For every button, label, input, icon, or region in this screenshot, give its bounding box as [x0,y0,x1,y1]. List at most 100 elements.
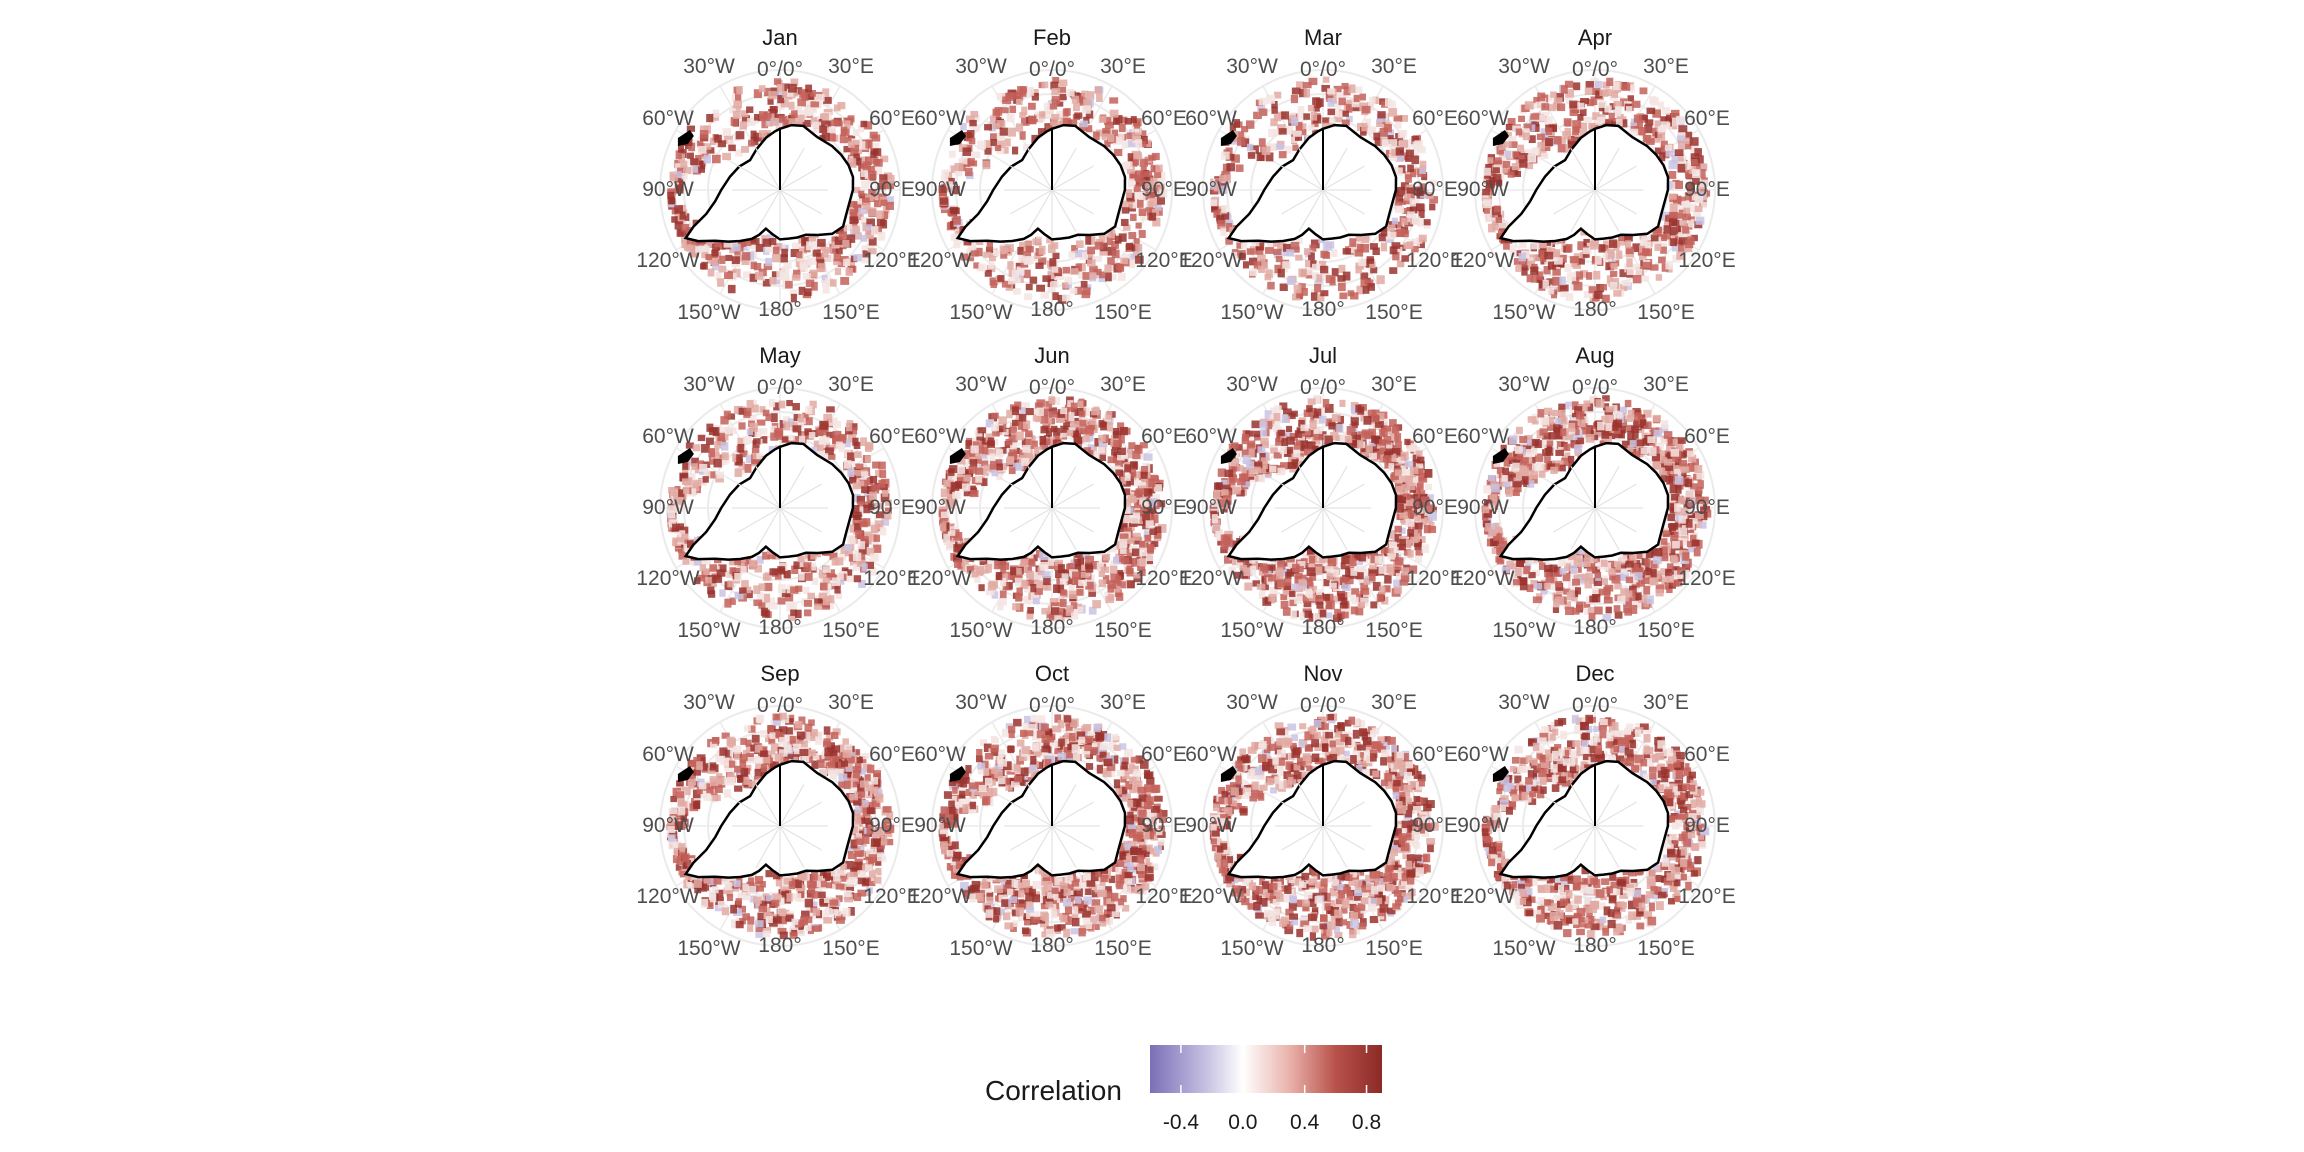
map-panel-jan [659,69,901,311]
longitude-label: 120°W [1179,567,1243,590]
longitude-label: 0°/0° [757,694,803,717]
longitude-label: 180° [1030,298,1074,321]
south-america-tip [1492,766,1509,783]
panel-title: Oct [1034,661,1070,686]
longitude-label: 120°W [1179,885,1243,908]
correlation-field [666,78,895,303]
longitude-label: 120°W [908,885,972,908]
map-panel-apr [1474,69,1716,311]
longitude-label: 60°E [1684,107,1730,130]
longitude-label: 30°W [1226,691,1278,715]
map-panel-nov [1202,705,1444,947]
longitude-label: 150°W [1220,618,1284,642]
longitude-label: 120°E [863,567,921,590]
longitude-label: 0°/0° [1572,694,1618,717]
longitude-label: 30°W [683,373,735,397]
longitude-label: 60°E [869,425,915,448]
legend-tick-label: 0.0 [1228,1111,1258,1134]
longitude-label: 90°W [1457,814,1509,837]
south-america-tip [1492,130,1509,147]
longitude-label: 90°W [1185,814,1237,837]
longitude-label: 60°E [1412,425,1458,448]
correlation-field [1209,394,1437,623]
south-america-tip [677,448,694,465]
longitude-label: 90°W [642,814,694,837]
map-panel-jul [1202,387,1444,629]
longitude-label: 120°W [1451,885,1515,908]
longitude-label: 30°E [1371,55,1417,79]
longitude-label: 150°E [1094,936,1152,960]
longitude-label: 30°W [683,55,735,79]
longitude-label: 60°E [1684,743,1730,766]
longitude-label: 30°W [1498,55,1550,79]
south-america-tip [949,130,966,147]
longitude-label: 120°E [1135,885,1193,908]
longitude-label: 90°E [1684,814,1730,837]
south-america-tip [1220,766,1237,783]
longitude-label: 180° [1573,298,1617,321]
longitude-label: 120°W [908,567,972,590]
map-panel-mar [1202,69,1444,311]
panel-title: Jul [1308,343,1338,368]
longitude-label: 180° [758,934,802,957]
longitude-label: 60°E [1141,107,1187,130]
longitude-label: 120°W [636,567,700,590]
correlation-field [938,76,1168,304]
legend-tick-label: 0.4 [1290,1111,1320,1134]
longitude-label: 60°W [1457,107,1509,130]
legend-colorbar [1150,1045,1382,1093]
longitude-label: 0°/0° [1572,376,1618,399]
longitude-label: 150°E [822,300,880,324]
panel-title: Apr [1577,25,1613,50]
south-america-tip [677,130,694,147]
longitude-label: 0°/0° [1300,58,1346,81]
longitude-label: 90°W [1185,178,1237,201]
panel-title: Sep [760,661,800,686]
longitude-label: 30°W [1226,373,1278,397]
correlation-field [1481,77,1711,303]
longitude-label: 0°/0° [1029,58,1075,81]
longitude-label: 30°W [1498,691,1550,715]
longitude-label: 60°W [914,743,966,766]
longitude-label: 0°/0° [1029,376,1075,399]
longitude-label: 150°W [1220,300,1284,324]
longitude-label: 90°W [1185,496,1237,519]
longitude-label: 90°W [1457,178,1509,201]
longitude-label: 120°E [1135,567,1193,590]
panel-title: Jun [1034,343,1070,368]
correlation-field [938,396,1167,622]
correlation-field [1481,714,1710,938]
longitude-label: 120°E [1678,885,1736,908]
longitude-label: 90°W [642,178,694,201]
longitude-label: 90°E [1412,496,1458,519]
longitude-label: 90°E [869,178,915,201]
longitude-label: 150°E [1637,300,1695,324]
legend-title: Correlation [985,1075,1122,1106]
longitude-label: 150°W [1492,936,1556,960]
longitude-label: 90°E [869,496,915,519]
longitude-label: 30°E [1643,691,1689,715]
longitude-label: 180° [1301,934,1345,957]
longitude-label: 150°E [822,936,880,960]
longitude-label: 180° [1301,298,1345,321]
map-panel-may [659,387,901,629]
south-america-tip [1220,130,1237,147]
longitude-label: 120°E [1406,885,1464,908]
longitude-label: 120°W [636,885,700,908]
longitude-label: 60°E [1141,743,1187,766]
longitude-label: 60°E [1412,743,1458,766]
longitude-label: 60°W [1457,743,1509,766]
map-panel-oct [931,705,1173,947]
longitude-label: 60°W [914,425,966,448]
panel-title: May [759,343,801,368]
longitude-label: 0°/0° [1029,694,1075,717]
longitude-label: 0°/0° [757,376,803,399]
longitude-label: 60°W [1185,107,1237,130]
longitude-label: 120°E [1135,249,1193,272]
longitude-label: 120°E [1406,249,1464,272]
longitude-label: 90°E [1141,814,1187,837]
longitude-label: 180° [1030,934,1074,957]
longitude-label: 150°W [949,300,1013,324]
longitude-label: 150°E [1365,618,1423,642]
